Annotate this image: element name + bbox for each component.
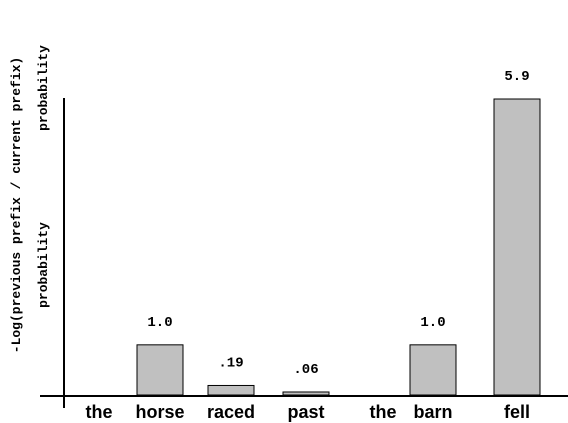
bar-barn-5	[409, 344, 457, 396]
data-label-1: 1.0	[147, 315, 172, 331]
data-label-3: .06	[293, 362, 318, 378]
bar-horse-1	[136, 344, 184, 396]
data-label-2: .19	[218, 355, 243, 371]
bar-past-3	[282, 391, 330, 396]
category-label-3: past	[287, 402, 324, 422]
category-label-0: the	[86, 402, 113, 422]
data-label-5: 1.0	[420, 315, 445, 331]
y-axis-title-line3: probability	[36, 45, 51, 131]
bars	[136, 98, 541, 396]
bar-fell-6	[493, 98, 541, 396]
bar-raced-2	[207, 384, 255, 396]
y-axis-title-line1: -Log(previous prefix / current prefix)	[9, 57, 24, 353]
category-label-5: barn	[413, 402, 452, 422]
data-label-6: 5.9	[504, 69, 529, 85]
y-axis-title-line2: probability	[36, 222, 51, 308]
value-labels: 1.0 .19 .06 1.0 5.9	[147, 69, 529, 378]
category-label-2: raced	[207, 402, 255, 422]
category-label-1: horse	[135, 402, 184, 422]
category-labels: the horse raced past the barn fell	[86, 402, 531, 422]
y-axis-title-line1-group: -Log(previous prefix / current prefix)	[9, 57, 24, 353]
category-label-6: fell	[504, 402, 530, 422]
category-label-4: the	[370, 402, 397, 422]
y-axis-title-line2-group: probability	[36, 222, 51, 308]
y-axis-title-line3-group: probability	[36, 45, 51, 131]
